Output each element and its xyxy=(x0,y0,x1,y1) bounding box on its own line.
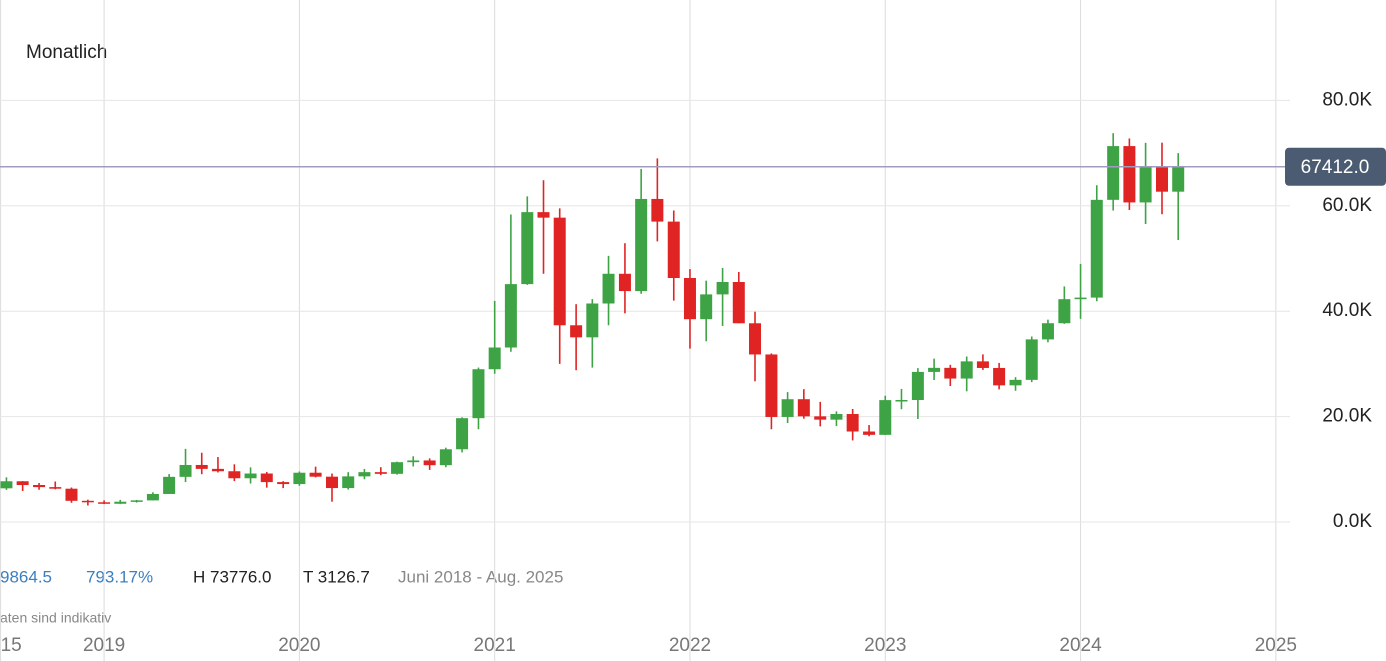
candle-body xyxy=(163,476,176,494)
candle-body xyxy=(716,282,729,295)
candle-body xyxy=(1139,166,1152,203)
candle-body xyxy=(1025,339,1038,380)
x-tick-label: 2025 xyxy=(1255,635,1297,656)
x-tick-label: 2019 xyxy=(83,635,125,656)
candle-body xyxy=(488,347,501,370)
candle-body xyxy=(928,367,941,372)
stat-low: T 3126.7 xyxy=(303,567,370,586)
last-price-label: 67412.0 xyxy=(1301,157,1370,178)
x-tick-label: 2021 xyxy=(474,635,516,656)
candle-body xyxy=(293,472,306,485)
candle-body xyxy=(456,418,469,450)
candle-body xyxy=(228,471,241,479)
candle-body xyxy=(179,464,192,477)
candle-body xyxy=(521,212,534,285)
candle-body xyxy=(16,481,29,486)
candle-body xyxy=(244,473,257,479)
candle-body xyxy=(1090,199,1103,298)
candle-body xyxy=(1107,146,1120,200)
chart-title: Monatlich xyxy=(26,42,107,63)
candle-body xyxy=(976,361,989,368)
stat-high: H 73776.0 xyxy=(193,567,271,586)
candle-body xyxy=(846,414,859,432)
candle-body xyxy=(1041,323,1054,340)
candle-body xyxy=(309,472,322,477)
candle-body xyxy=(537,212,550,218)
y-tick-label: 60.0K xyxy=(1322,195,1372,216)
candle-body xyxy=(781,399,794,417)
candle-body xyxy=(553,217,566,326)
candle-body xyxy=(683,277,696,320)
candle-body xyxy=(1123,146,1136,203)
stat-change: 9864.5 xyxy=(0,567,52,586)
y-tick-label: 80.0K xyxy=(1322,89,1372,110)
candle-body xyxy=(586,303,599,338)
candle-body xyxy=(374,472,387,474)
candle-body xyxy=(146,493,159,501)
candle-body xyxy=(407,460,420,463)
footnote: aten sind indikativ xyxy=(0,610,111,626)
candle-body xyxy=(895,399,908,402)
y-tick-label: 0.0K xyxy=(1333,511,1372,532)
candle-body xyxy=(325,476,338,489)
candle-body xyxy=(863,431,876,435)
candle-body xyxy=(993,367,1006,386)
x-tick-label: 2023 xyxy=(864,635,906,656)
candle-body xyxy=(0,481,13,489)
candle-body xyxy=(391,462,404,474)
candle-body xyxy=(277,482,290,485)
candle-body xyxy=(1058,299,1071,324)
candle-body xyxy=(98,502,111,504)
x-tick-label: 2022 xyxy=(669,635,711,656)
candle-body xyxy=(635,198,648,292)
candle-body xyxy=(195,464,208,469)
candle-body xyxy=(879,400,892,435)
candle-body xyxy=(358,472,371,477)
last-price-box xyxy=(1285,147,1386,186)
candle-body xyxy=(211,468,224,472)
candle-body xyxy=(1155,166,1168,192)
candle-body xyxy=(114,501,127,504)
candle-body xyxy=(700,294,713,320)
candle-body xyxy=(830,414,843,420)
candle-body xyxy=(1009,379,1022,386)
x-tick-label: 2024 xyxy=(1059,635,1102,656)
candle-body xyxy=(651,198,664,222)
candle-body xyxy=(618,273,631,292)
candle-body xyxy=(749,323,762,355)
candle-body xyxy=(1074,297,1087,300)
candle-body xyxy=(504,284,517,348)
y-tick-label: 20.0K xyxy=(1322,406,1372,427)
candle-body xyxy=(732,282,745,324)
candle-body xyxy=(260,473,273,483)
candle-body xyxy=(49,487,62,489)
candle-body xyxy=(1172,166,1185,192)
x-tick-label: 2015 xyxy=(0,635,22,656)
stat-range: Juni 2018 - Aug. 2025 xyxy=(398,567,563,586)
candle-body xyxy=(570,325,583,338)
candle-body xyxy=(944,367,957,379)
candle-body xyxy=(911,371,924,400)
candle-body xyxy=(960,361,973,379)
x-tick-label: 2020 xyxy=(278,635,320,656)
candle-body xyxy=(439,449,452,466)
candle-body xyxy=(342,476,355,489)
candle-body xyxy=(765,354,778,417)
candle-body xyxy=(81,500,94,503)
stat-percent: 793.17% xyxy=(86,567,153,586)
candle-body xyxy=(667,221,680,278)
candle-body xyxy=(602,273,615,304)
candle-body xyxy=(814,416,827,420)
candle-body xyxy=(130,500,143,502)
candle-body xyxy=(423,460,436,466)
candle-body xyxy=(472,369,485,419)
candle-body xyxy=(65,488,78,501)
candle-body xyxy=(797,399,810,417)
y-tick-label: 40.0K xyxy=(1322,300,1372,321)
candle-body xyxy=(33,485,46,488)
